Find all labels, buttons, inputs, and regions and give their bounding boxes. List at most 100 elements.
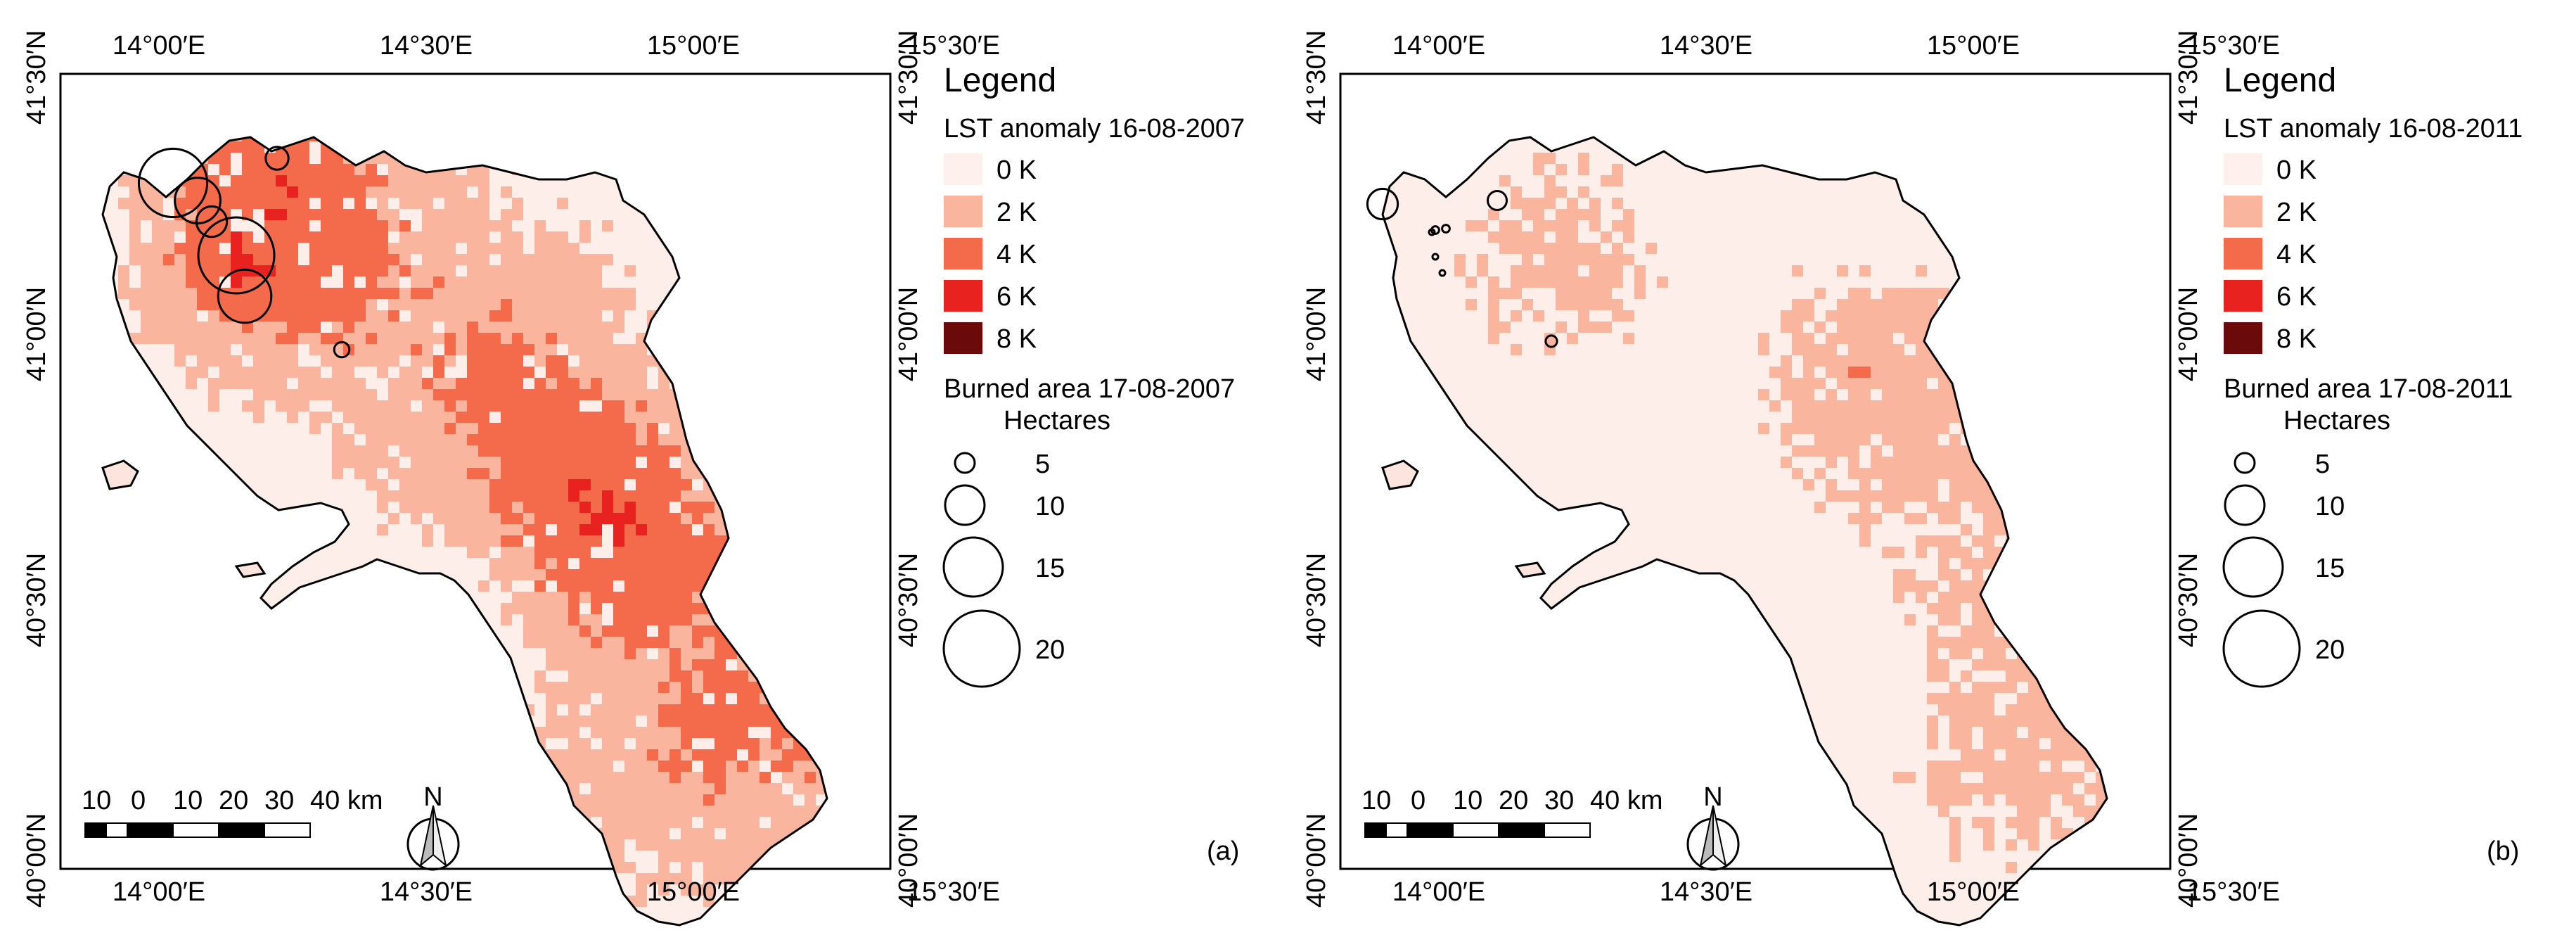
legend-swatch-label: 2 K xyxy=(997,198,1037,227)
burned-area-circle xyxy=(1487,190,1508,211)
size-label: 20 xyxy=(1035,635,1065,665)
legend-lst-title: LST anomaly 16-08-2011 xyxy=(2224,114,2523,144)
legend-a: Legend LST anomaly 16-08-2007 0 K 2 K 4 K 6… xyxy=(942,62,1245,688)
lat-tick: 40°30′N xyxy=(22,553,51,647)
size-circle xyxy=(942,536,1004,598)
panel-b: 14°00′E 14°30′E 15°00′E 15°30′E 14°00′E … xyxy=(1302,30,2280,927)
panel-label-a: (a) xyxy=(1207,837,1239,866)
lon-tick: 14°30′E xyxy=(1660,31,1752,61)
size-circle xyxy=(942,609,1021,688)
scale-label: 40 km xyxy=(310,786,383,815)
legend-size-15: 15 xyxy=(2222,536,2345,598)
burned-area-circle xyxy=(1544,334,1558,348)
legend-swatch xyxy=(2224,196,2262,227)
north-arrow-icon: N xyxy=(1686,782,1740,871)
legend-lst-title: LST anomaly 16-08-2007 xyxy=(944,114,1245,144)
lat-tick: 41°30′N xyxy=(22,30,51,125)
lat-tick: 40°00′N xyxy=(22,813,51,908)
north-arrow-icon: N xyxy=(406,782,460,871)
lat-tick: 40°00′N xyxy=(894,813,923,908)
legend-swatch xyxy=(944,153,982,185)
lat-tick: 41°00′N xyxy=(22,287,51,381)
legend-swatch xyxy=(2224,280,2262,312)
burned-area-circle xyxy=(1438,269,1447,277)
legend-size-10: 10 xyxy=(2224,484,2345,526)
burned-area-circle xyxy=(137,147,209,219)
lat-tick: 40°30′N xyxy=(2174,553,2203,647)
legend-size-5: 5 xyxy=(954,450,1050,479)
size-circle xyxy=(2222,536,2284,598)
legend-hectares: Hectares xyxy=(1004,406,1110,435)
legend-size-10: 10 xyxy=(944,484,1065,526)
scale-label: 30 xyxy=(264,786,294,815)
burned-area-circle xyxy=(1431,253,1440,261)
scale-bar: 10 0 10 20 30 40 km xyxy=(1361,786,1662,838)
legend-swatch xyxy=(944,238,982,269)
lat-ticks-left: 41°30′N 41°00′N 40°30′N 40°00′N xyxy=(1302,30,1331,908)
island-capri xyxy=(1514,561,1546,578)
size-circle xyxy=(944,484,986,526)
panel-label-b: (b) xyxy=(2487,837,2519,866)
lon-tick: 15°30′E xyxy=(2187,31,2280,61)
lat-ticks-left: 41°30′N 41°00′N 40°30′N 40°00′N xyxy=(22,30,51,908)
legend-swatch-label: 8 K xyxy=(997,324,1037,354)
lon-tick: 14°00′E xyxy=(113,31,205,61)
legend-size-5: 5 xyxy=(2234,450,2330,479)
lat-ticks-right: 41°30′N 41°00′N 40°30′N 40°00′N xyxy=(894,30,923,908)
legend-swatch-label: 4 K xyxy=(2276,240,2317,269)
lon-ticks-bottom: 14°00′E 14°30′E 15°00′E 15°30′E xyxy=(1392,877,2280,907)
legend-swatch xyxy=(2224,153,2262,185)
size-label: 10 xyxy=(1035,492,1065,521)
legend-swatch xyxy=(2224,322,2262,354)
burned-area-circle xyxy=(195,205,229,238)
scale-label: 10 xyxy=(1453,786,1482,815)
legend-swatch xyxy=(2224,238,2262,269)
burned-area-circle xyxy=(1366,187,1399,221)
burned-area-circle xyxy=(264,146,290,171)
scale-label: 30 xyxy=(1544,786,1574,815)
lon-tick: 14°30′E xyxy=(380,31,473,61)
size-label: 15 xyxy=(1035,554,1065,583)
lon-tick: 14°30′E xyxy=(1660,877,1752,907)
legend-swatch-label: 0 K xyxy=(2276,155,2317,185)
island-ischia xyxy=(101,459,139,490)
legend-swatch-label: 2 K xyxy=(2276,198,2317,227)
burned-area-markers xyxy=(1366,187,1558,348)
size-label: 20 xyxy=(2315,635,2345,665)
size-label: 5 xyxy=(2315,450,2330,479)
legend-burned-title: Burned area 17-08-2007 xyxy=(944,374,1235,404)
lon-tick: 15°30′E xyxy=(907,31,1000,61)
burned-area-circle xyxy=(1441,224,1451,234)
scale-label: 20 xyxy=(1499,786,1528,815)
lon-tick: 15°00′E xyxy=(647,877,740,907)
legend-title: Legend xyxy=(944,62,1056,99)
lat-tick: 40°30′N xyxy=(894,553,923,647)
scale-label: 0 xyxy=(1411,786,1425,815)
lon-ticks-top: 14°00′E 14°30′E 15°00′E 15°30′E xyxy=(113,31,1000,61)
lat-tick: 41°00′N xyxy=(1302,287,1331,381)
lon-ticks-top: 14°00′E 14°30′E 15°00′E 15°30′E xyxy=(1392,31,2280,61)
size-circle xyxy=(954,452,976,474)
lon-tick: 14°00′E xyxy=(1392,877,1485,907)
legend-swatch-label: 8 K xyxy=(2276,324,2317,354)
size-circle xyxy=(2224,484,2266,526)
scale-label: 20 xyxy=(219,786,248,815)
lat-tick: 41°30′N xyxy=(1302,30,1331,125)
burned-area-circle xyxy=(1428,228,1436,236)
legend-b: Legend LST anomaly 16-08-2011 0 K 2 K 4 K 6… xyxy=(2222,62,2523,688)
lon-tick: 15°00′E xyxy=(1927,877,2020,907)
lat-tick: 41°30′N xyxy=(2174,30,2203,125)
legend-swatch-label: 0 K xyxy=(997,155,1037,185)
legend-hectares: Hectares xyxy=(2283,406,2390,435)
lat-tick: 40°30′N xyxy=(1302,553,1331,647)
scale-label: 0 xyxy=(131,786,146,815)
lon-tick: 15°00′E xyxy=(1927,31,2020,61)
size-circle xyxy=(2234,452,2256,474)
panel-a: 14°00′E 14°30′E 15°00′E 15°30′E 14°00′E … xyxy=(22,30,1000,927)
legend-swatch xyxy=(944,322,982,354)
lat-tick: 40°00′N xyxy=(2174,813,2203,908)
legend-swatch xyxy=(944,280,982,312)
lat-tick: 40°00′N xyxy=(1302,813,1331,908)
lat-tick: 41°00′N xyxy=(894,287,923,381)
